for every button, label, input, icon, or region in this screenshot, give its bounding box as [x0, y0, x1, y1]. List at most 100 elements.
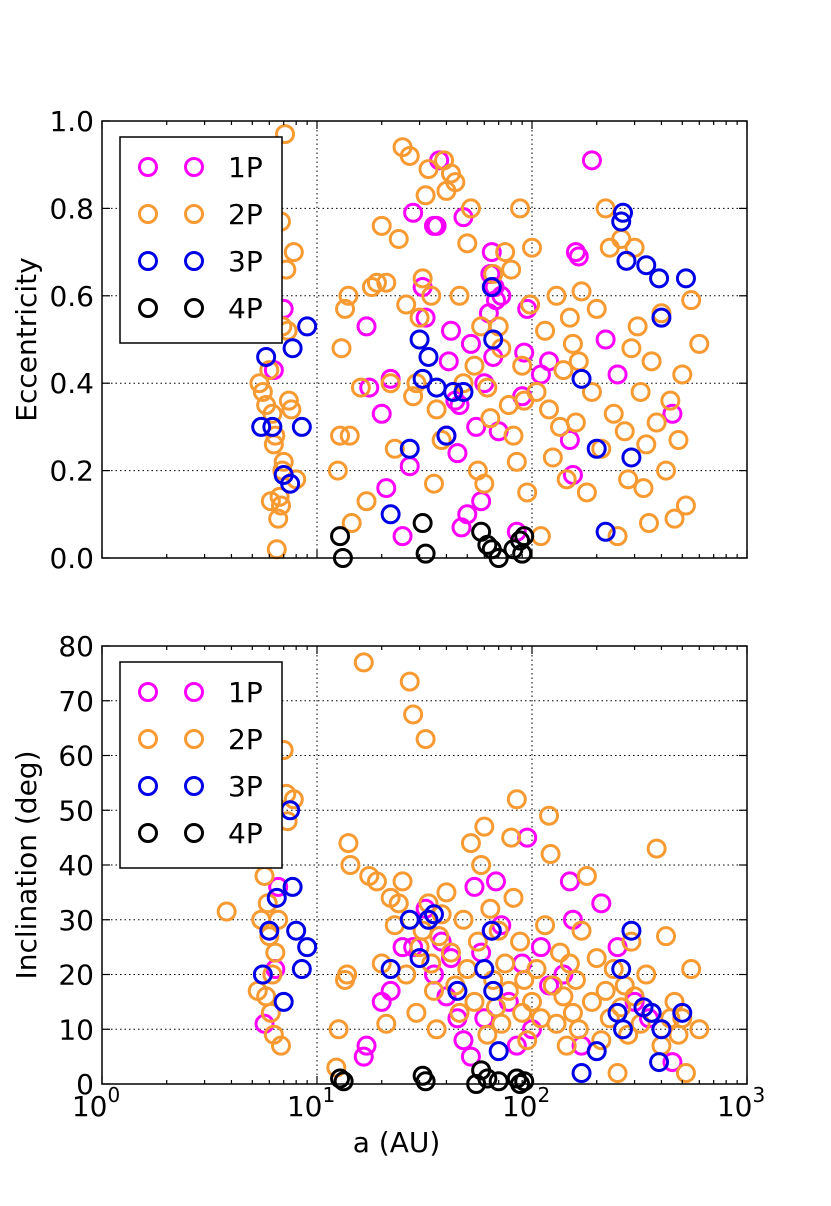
data-point-2P: [283, 242, 304, 263]
data-point-3P: [418, 346, 439, 367]
data-point-2P: [423, 473, 444, 494]
data-point-3P: [483, 329, 504, 350]
data-point-3P: [641, 1002, 662, 1023]
data-point-2P: [341, 513, 362, 534]
data-point-3P: [282, 338, 303, 359]
data-point-2P: [526, 959, 547, 980]
data-point-2P: [356, 491, 377, 512]
data-point-2P: [565, 969, 586, 990]
data-point-1P: [426, 215, 447, 236]
data-point-2P: [426, 399, 447, 420]
series-3P: [251, 202, 696, 542]
data-point-2P: [376, 1013, 397, 1034]
data-point-2P: [216, 901, 237, 922]
data-point-2P: [576, 482, 597, 503]
legend-marker: [184, 251, 204, 271]
data-point-2P: [259, 360, 280, 381]
data-point-2P: [539, 805, 560, 826]
data-point-4P: [477, 534, 498, 555]
y-tick-label: 10: [58, 1013, 94, 1046]
data-point-3P: [436, 425, 457, 446]
data-point-2P: [353, 652, 374, 673]
data-point-1P: [581, 150, 602, 171]
data-point-3P: [611, 959, 632, 980]
data-point-1P: [539, 351, 560, 372]
legend-label: 1P: [228, 151, 263, 184]
legend: 1P 2P 3P 4P: [119, 661, 283, 869]
data-point-1P: [662, 1052, 683, 1073]
data-point-1P: [460, 333, 481, 354]
data-point-3P: [286, 920, 307, 941]
data-point-1P: [440, 320, 461, 341]
data-point-2P: [278, 390, 299, 411]
data-point-2P: [249, 373, 270, 394]
data-point-3P: [443, 381, 464, 402]
data-point-2P: [327, 460, 348, 481]
x-tick-label: 103: [717, 1083, 765, 1123]
data-point-2P: [495, 953, 516, 974]
data-point-2P: [621, 338, 642, 359]
data-point-3P: [282, 876, 303, 897]
series-3P: [252, 800, 693, 1084]
data-point-1P: [457, 504, 478, 525]
data-point-1P: [568, 246, 589, 267]
data-point-3P: [571, 368, 592, 389]
data-point-1P: [607, 364, 628, 385]
data-point-3P: [259, 920, 280, 941]
legend-marker: [138, 204, 158, 224]
data-point-1P: [380, 980, 401, 1001]
data-point-2P: [262, 964, 283, 985]
data-point-2P: [506, 451, 527, 472]
data-point-2P: [252, 381, 273, 402]
data-point-2P: [675, 495, 696, 516]
data-point-2P: [633, 478, 654, 499]
data-point-2P: [530, 526, 551, 547]
legend-marker: [138, 298, 158, 318]
legend-marker: [184, 682, 204, 702]
data-point-3P: [612, 1019, 633, 1040]
data-point-2P: [268, 508, 289, 529]
data-point-3P: [675, 268, 696, 289]
data-point-2P: [607, 526, 628, 547]
data-point-2P: [576, 865, 597, 886]
y-tick-label: 1.0: [49, 105, 94, 138]
data-point-1P: [453, 1030, 474, 1051]
data-point-2P: [415, 185, 436, 206]
data-point-3P: [409, 329, 430, 350]
data-point-2P: [571, 281, 592, 302]
legend-marker: [184, 729, 204, 749]
data-point-1P: [506, 1035, 527, 1056]
data-point-3P: [616, 250, 637, 271]
data-point-2P: [331, 338, 352, 359]
data-point-1P: [485, 290, 506, 311]
data-point-3P: [380, 504, 401, 525]
data-point-2P: [421, 285, 442, 306]
data-point-2P: [630, 381, 651, 402]
data-point-3P: [649, 1052, 670, 1073]
data-point-2P: [403, 386, 424, 407]
data-point-2P: [339, 425, 360, 446]
data-point-2P: [265, 942, 286, 963]
data-point-2P: [426, 1019, 447, 1040]
data-point-1P: [514, 342, 535, 363]
data-point-2P: [603, 959, 624, 980]
data-point-2P: [453, 909, 474, 930]
data-point-1P: [371, 403, 392, 424]
y-tick-label: 40: [58, 849, 94, 882]
data-point-2P: [265, 425, 286, 446]
data-point-2P: [621, 931, 642, 952]
data-point-1P: [460, 1046, 481, 1067]
data-point-2P: [595, 980, 616, 1001]
data-point-2P: [366, 871, 387, 892]
data-point-2P: [607, 1063, 628, 1084]
data-point-3P: [612, 202, 633, 223]
data-point-2P: [474, 473, 495, 494]
data-point-2P: [655, 460, 676, 481]
data-point-2P: [376, 272, 397, 293]
data-point-1P: [662, 403, 683, 424]
data-point-2P: [399, 145, 420, 166]
data-point-3P: [595, 521, 616, 542]
data-point-2P: [460, 833, 481, 854]
data-point-2P: [449, 1002, 470, 1023]
data-point-1P: [498, 991, 519, 1012]
